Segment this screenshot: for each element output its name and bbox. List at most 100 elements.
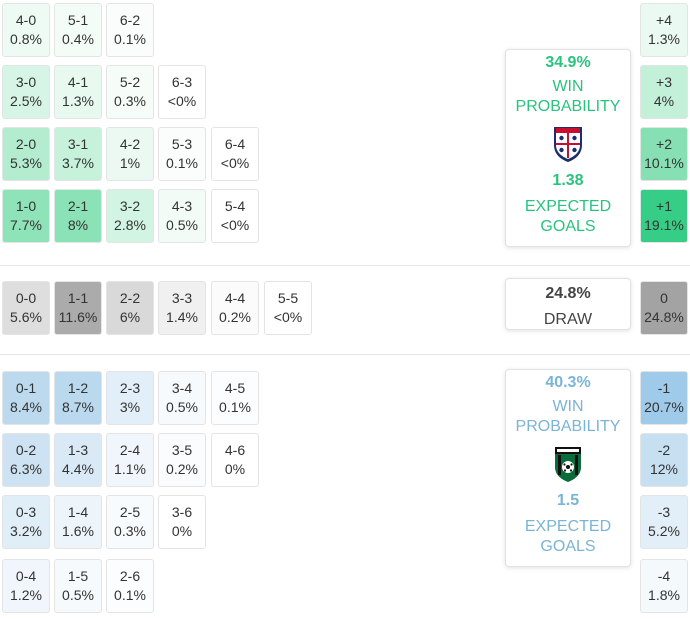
score-label: 1-4 (67, 504, 89, 520)
away-score-cell: 3-4 0.5% (158, 371, 206, 425)
away-score-cell: 3-6 0% (158, 495, 206, 549)
score-probability: <0% (167, 93, 197, 109)
score-probability: 1.3% (648, 31, 680, 47)
away-score-cell: 0-3 3.2% (2, 495, 50, 549)
score-label: 4-1 (67, 74, 89, 90)
score-probability: 5.6% (10, 309, 42, 325)
score-probability: 0.1% (166, 155, 198, 171)
score-label: 6-2 (119, 12, 141, 28)
score-label: 4-2 (119, 136, 141, 152)
score-label: 1-5 (67, 568, 89, 584)
draw-score-cell: 0-0 5.6% (2, 281, 50, 335)
away-score-cell: 4-6 0% (211, 433, 259, 487)
score-probability: 0.2% (219, 309, 251, 325)
score-probability: 5.2% (648, 523, 680, 539)
away-xg-label: EXPECTED GOALS (524, 518, 612, 555)
away-margin-cell: -4 1.8% (640, 559, 688, 613)
score-label: 5-4 (224, 198, 246, 214)
draw-margin-cell: 0 24.8% (640, 281, 688, 335)
away-score-cell: 4-5 0.1% (211, 371, 259, 425)
score-probability: <0% (220, 155, 250, 171)
score-probability: 8.7% (62, 399, 94, 415)
score-label: 1-0 (15, 198, 37, 214)
score-probability: 7.7% (10, 217, 42, 233)
score-probability: 0.5% (166, 217, 198, 233)
away-win-label: WIN PROBABILITY (515, 398, 621, 435)
draw-score-cell: 3-3 1.4% (158, 281, 206, 335)
score-probability: 2.8% (114, 217, 146, 233)
score-label: -4 (657, 568, 671, 584)
score-label: 2-0 (15, 136, 37, 152)
home-xg-label: EXPECTED GOALS (524, 198, 612, 235)
home-score-cell: 5-3 0.1% (158, 127, 206, 181)
score-probability: <0% (273, 309, 303, 325)
home-score-cell: 6-2 0.1% (106, 3, 154, 57)
score-probability: 0.4% (62, 31, 94, 47)
away-expected-goals: 1.5 (556, 492, 580, 509)
score-label: 2-4 (119, 442, 141, 458)
away-score-cell: 3-5 0.2% (158, 433, 206, 487)
home-expected-goals: 1.38 (552, 172, 584, 189)
score-label: 2-5 (119, 504, 141, 520)
score-probability: 3.7% (62, 155, 94, 171)
home-score-cell: 5-2 0.3% (106, 65, 154, 119)
score-label: 3-0 (15, 74, 37, 90)
away-score-cell: 0-4 1.2% (2, 559, 50, 613)
score-probability: 1% (119, 155, 141, 171)
score-label: -3 (657, 504, 671, 520)
score-label: 5-3 (171, 136, 193, 152)
score-label: -1 (657, 380, 671, 396)
draw-score-cell: 5-5 <0% (264, 281, 312, 335)
away-summary-card: 40.3% WIN PROBABILITY 1.5 EXPECTED GOALS (505, 369, 631, 567)
away-margin-cell: -2 12% (640, 433, 688, 487)
score-label: 5-2 (119, 74, 141, 90)
score-probability: 1.8% (648, 587, 680, 603)
score-probability: 4.4% (62, 461, 94, 477)
score-label: 0-4 (15, 568, 37, 584)
home-margin-cell: +1 19.1% (640, 189, 688, 243)
draw-score-cell: 1-1 11.6% (54, 281, 102, 335)
home-score-cell: 2-1 8% (54, 189, 102, 243)
home-score-cell: 5-4 <0% (211, 189, 259, 243)
score-probability: 0.1% (114, 587, 146, 603)
score-label: 3-4 (171, 380, 193, 396)
score-label: 2-2 (119, 290, 141, 306)
score-label: +1 (656, 198, 672, 214)
away-score-cell: 2-5 0.3% (106, 495, 154, 549)
home-margin-cell: +3 4% (640, 65, 688, 119)
score-label: 3-2 (119, 198, 141, 214)
score-probability: 0.5% (62, 587, 94, 603)
score-probability: 2.5% (10, 93, 42, 109)
away-score-cell: 2-6 0.1% (106, 559, 154, 613)
home-win-pct: 34.9% (545, 54, 591, 71)
score-label: 4-0 (15, 12, 37, 28)
home-margin-cell: +4 1.3% (640, 3, 688, 57)
home-summary-card: 34.9% WIN PROBABILITY 1.38 EXPECTED GOAL… (505, 49, 631, 247)
away-win-pct: 40.3% (545, 374, 591, 391)
score-probability: 0.1% (114, 31, 146, 47)
score-probability: 5.3% (10, 155, 42, 171)
score-probability: 10.1% (644, 155, 684, 171)
score-probability: <0% (220, 217, 250, 233)
score-probability: 8% (67, 217, 89, 233)
score-label: 2-3 (119, 380, 141, 396)
score-label: +3 (656, 74, 672, 90)
score-probability: 6.3% (10, 461, 42, 477)
score-label: 4-4 (224, 290, 246, 306)
score-label: 6-4 (224, 136, 246, 152)
away-score-cell: 0-2 6.3% (2, 433, 50, 487)
home-score-cell: 4-3 0.5% (158, 189, 206, 243)
score-label: -2 (657, 442, 671, 458)
score-label: +2 (656, 136, 672, 152)
score-label: 0-2 (15, 442, 37, 458)
away-margin-cell: -3 5.2% (640, 495, 688, 549)
score-probability: 1.4% (166, 309, 198, 325)
score-label: 3-3 (171, 290, 193, 306)
home-score-cell: 2-0 5.3% (2, 127, 50, 181)
score-probability: 12% (649, 461, 679, 477)
score-probability: 0.3% (114, 523, 146, 539)
home-score-cell: 4-0 0.8% (2, 3, 50, 57)
score-probability: 0.3% (114, 93, 146, 109)
score-probability: 1.2% (10, 587, 42, 603)
score-probability: 20.7% (644, 399, 684, 415)
